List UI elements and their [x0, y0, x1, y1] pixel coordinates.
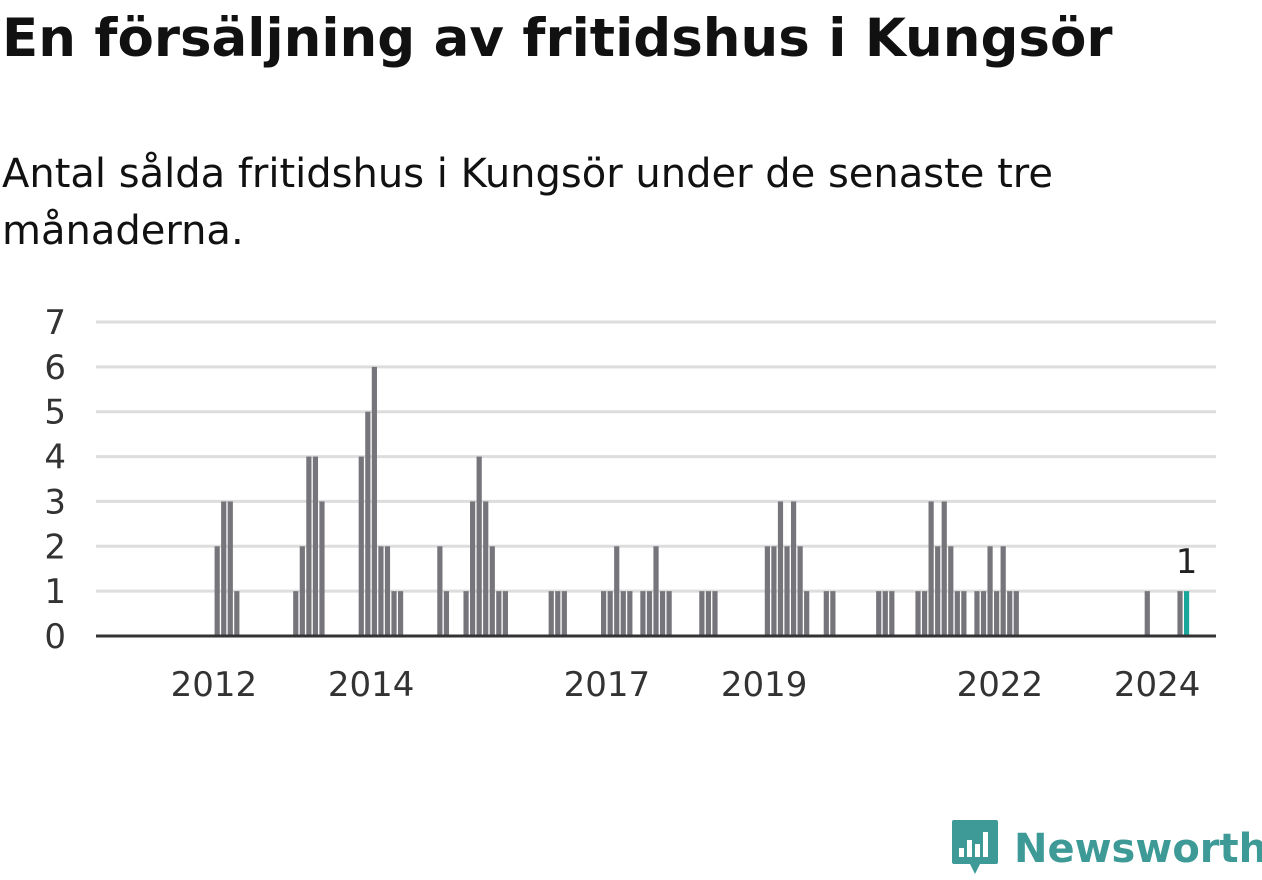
bar [470, 501, 476, 636]
bar [221, 501, 227, 636]
bar [712, 591, 718, 636]
bar [771, 546, 777, 636]
bar [961, 591, 967, 636]
bar [790, 501, 797, 636]
x-tick-label: 2012 [171, 665, 258, 705]
bar [384, 546, 391, 636]
bar [777, 501, 784, 636]
bar [666, 591, 672, 636]
bar [830, 591, 836, 636]
newsworthy-chat-chart-icon [952, 820, 998, 874]
bar [915, 591, 921, 636]
bar [391, 591, 397, 636]
x-axis-ticks: 2012 2014 2017 2019 2022 2024 [171, 665, 1201, 705]
bar [561, 591, 567, 636]
bar [646, 591, 653, 636]
bar [941, 501, 947, 636]
bar [601, 591, 607, 636]
bar [293, 591, 299, 636]
bar [1177, 591, 1183, 636]
bar [784, 546, 790, 636]
gridlines [96, 320, 1216, 593]
bar [705, 591, 712, 636]
bar [319, 501, 325, 636]
y-tick-label: 3 [44, 482, 66, 522]
bar [483, 501, 489, 636]
bars [214, 366, 1190, 636]
bar [463, 591, 469, 636]
bar [954, 591, 960, 636]
bar [699, 591, 705, 636]
bar [935, 546, 941, 636]
y-axis-ticks: 0 1 2 34 5 6 7 [44, 303, 66, 657]
bar [548, 591, 554, 636]
y-tick-label: 5 [44, 393, 66, 433]
bar [876, 591, 882, 636]
bar [227, 501, 233, 636]
bar [804, 591, 810, 636]
bar [987, 546, 993, 636]
bar [358, 456, 364, 636]
bar [299, 546, 305, 636]
bar [214, 546, 220, 636]
chart-title: En försäljning av fritidshus i Kungsör [2, 8, 1113, 69]
bar [476, 456, 482, 636]
bar [1144, 591, 1150, 636]
x-tick-label: 2019 [721, 665, 808, 705]
bar [1013, 591, 1019, 636]
bar [371, 366, 377, 636]
bar [974, 591, 980, 636]
x-tick-label: 2022 [957, 665, 1044, 705]
data-label: 1 [1176, 542, 1198, 582]
y-tick-label: 2 [44, 527, 66, 567]
chart-subtitle: Antal sålda fritidshus i Kungsör under d… [2, 151, 1053, 254]
bar [1007, 591, 1013, 636]
logo-text: Newsworthy [1014, 826, 1262, 872]
bar [659, 591, 666, 636]
bar [980, 591, 987, 636]
y-tick-label: 1 [44, 572, 66, 612]
bar [234, 591, 240, 636]
highlight-bar [1183, 591, 1190, 636]
bar [889, 591, 895, 636]
bar [443, 591, 450, 636]
bar [437, 546, 443, 636]
bar [921, 591, 928, 636]
bar [928, 501, 934, 636]
bar [994, 591, 1000, 636]
bar [397, 591, 404, 636]
bar [620, 591, 626, 636]
bar [496, 591, 502, 636]
y-tick-label: 7 [44, 303, 66, 343]
bar [764, 546, 770, 636]
y-tick-label: 0 [44, 617, 66, 657]
x-tick-label: 2024 [1114, 665, 1201, 705]
data-labels: 1 [1176, 542, 1198, 582]
bar [653, 546, 659, 636]
bar [948, 546, 954, 636]
bar [627, 591, 633, 636]
bar [365, 411, 371, 636]
y-tick-label: 4 [44, 438, 66, 478]
bar [882, 591, 888, 636]
x-tick-label: 2014 [328, 665, 415, 705]
bar [614, 546, 620, 636]
bar [555, 591, 561, 636]
bar [607, 591, 613, 636]
bar [489, 546, 495, 636]
newsworthy-logo: Newsworthy [950, 818, 1262, 880]
bar [378, 546, 384, 636]
bar [312, 456, 319, 636]
bar [1000, 546, 1006, 636]
x-tick-label: 2017 [564, 665, 651, 705]
bar [797, 546, 803, 636]
bar [640, 591, 646, 636]
bar-chart: 0 1 2 34 5 6 7 2012 2014 2017 2019 2022 2024 1 [44, 303, 1216, 705]
bar [306, 456, 312, 636]
bar [823, 591, 829, 636]
bar [502, 591, 508, 636]
y-tick-label: 6 [44, 348, 66, 388]
